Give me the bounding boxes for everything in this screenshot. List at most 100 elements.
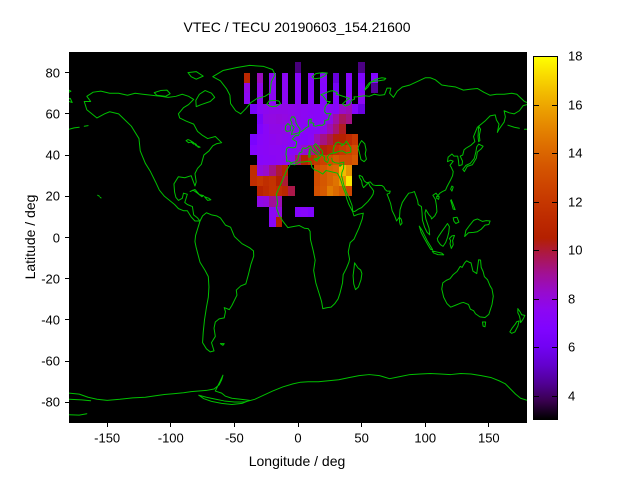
heatmap-cell [256,144,263,156]
coastline-caspian-sea [358,141,366,162]
heatmap-cell [263,103,270,114]
heatmap-cell [339,103,346,114]
heatmap-cell [345,175,353,186]
y-tick-label: -80 [41,394,60,410]
heatmap-cell [320,113,327,125]
x-tick-mark [170,423,172,427]
heatmap-cell [294,103,302,114]
coastline-tasmania [482,322,485,327]
y-tick-label: 20 [45,188,60,204]
heatmap-cells-layer [69,52,527,423]
heatmap-cell [269,144,276,156]
heatmap-cell [301,155,308,166]
heatmap-cell [269,124,276,135]
heatmap-cell [371,72,378,83]
heatmap-cell [263,124,270,135]
heatmap-cell [339,124,346,135]
coastline-mediterranean-islands [309,149,342,167]
colorbar-tick-mark [534,250,539,252]
heatmap-cell [256,165,263,176]
colorbar-tick-mark [552,298,557,300]
heatmap-cell [320,82,327,94]
heatmap-cell [320,144,327,156]
coastline-map [69,52,527,423]
heatmap-cell [250,165,257,176]
coastline-iceland [267,100,281,106]
heatmap-cell [288,144,295,156]
coastline-europe [286,91,374,163]
heatmap-cell [275,134,283,145]
heatmap-cell [282,103,289,114]
heatmap-cell [250,144,257,156]
heatmap-cell [288,155,295,166]
chart-title: VTEC / TECU 20190603_154.21600 [183,19,411,35]
heatmap-cell [345,113,353,125]
heatmap-cell [250,175,257,186]
heatmap-cell [352,155,359,166]
heatmap-cell [326,124,333,135]
heatmap-cell [307,82,314,94]
heatmap-cell [345,165,353,176]
heatmap-cell [320,155,327,166]
colorbar-tick-label: 4 [568,388,576,404]
heatmap-cell [294,93,302,104]
heatmap-cell [275,175,283,186]
heatmap-cell [256,72,263,83]
x-tick-label: 100 [414,430,437,446]
coastline-africa [276,161,363,308]
y-tick-label: -40 [41,312,60,328]
heatmap-cell [301,103,308,114]
coastline-baffin-island [196,91,215,107]
heatmap-cell [352,134,359,145]
heatmap-cell [282,93,289,104]
heatmap-cell [313,113,321,125]
heatmap-cell [313,144,321,156]
coastline-hawaii [98,195,101,198]
coastline-aleutian-islands [69,125,527,129]
heatmap-cell [269,93,276,104]
heatmap-cell [358,103,365,114]
colorbar-tick-mark [552,104,557,106]
heatmap-cell [250,134,257,145]
heatmap-cell [256,175,263,186]
colorbar-tick-mark [534,395,539,397]
heatmap-cell [307,144,314,156]
coastline-great-lakes [186,140,200,148]
colorbar-tick-mark [534,104,539,106]
heatmap-cell [294,155,302,166]
heatmap-cell [352,144,359,156]
heatmap-cell [294,124,302,135]
heatmap-cell [282,175,289,186]
heatmap-cell [282,72,289,83]
heatmap-cell [282,113,289,125]
coastline-victoria-island [154,90,170,96]
heatmap-cell [282,155,289,166]
heatmap-cell [269,82,276,94]
heatmap-cell [301,113,308,125]
heatmap-cell [263,144,270,156]
heatmap-cell [301,144,308,156]
y-tick-mark [65,401,69,403]
x-tick-mark [233,423,235,427]
heatmap-cell [269,206,276,217]
colorbar-tick-label: 14 [568,145,583,161]
heatmap-cell [294,206,302,217]
heatmap-cell [332,155,340,166]
coastline-novaya-zemlya [365,78,386,90]
heatmap-cell [320,93,327,104]
coastline-ireland [285,124,290,132]
coastline-asia-east [360,105,527,235]
heatmap-cell [326,175,333,186]
heatmap-cell [326,103,333,114]
heatmap-cell [275,165,283,176]
heatmap-cell [345,155,353,166]
heatmap-cell [320,134,327,145]
heatmap-cell [263,113,270,125]
heatmap-cell [282,82,289,94]
heatmap-cell [275,196,283,207]
heatmap-cell [294,144,302,156]
heatmap-cell [269,155,276,166]
heatmap-cell [269,103,276,114]
heatmap-cell [313,103,321,114]
